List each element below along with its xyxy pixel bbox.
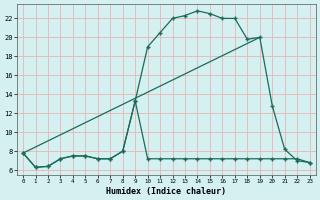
X-axis label: Humidex (Indice chaleur): Humidex (Indice chaleur) — [106, 187, 226, 196]
